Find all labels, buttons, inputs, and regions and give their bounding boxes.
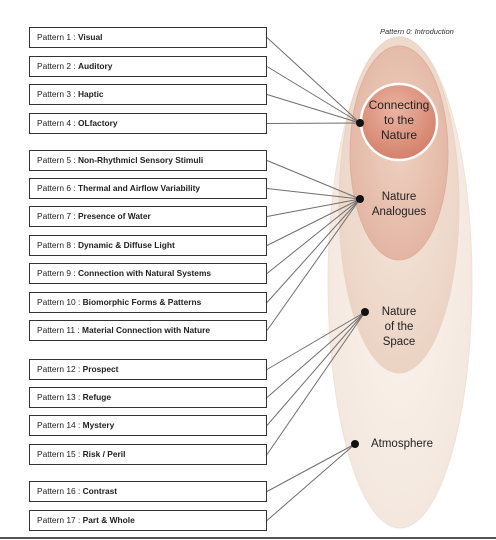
category-label-line: Connecting [368, 98, 430, 112]
pattern-box-2: Pattern 2 : Auditory [29, 56, 267, 77]
pattern-box-7: Pattern 7 : Presence of Water [29, 206, 267, 227]
connector-line-13 [266, 311, 366, 398]
pattern-name: Risk / Peril [82, 449, 126, 459]
pattern-box-11: Pattern 11 : Material Connection with Na… [29, 320, 267, 341]
pattern-name: Thermal and Airflow Variability [77, 183, 201, 193]
pattern-number: Pattern 11 : [37, 325, 83, 335]
node-connecting-to-nature [356, 119, 364, 127]
pattern-box-8: Pattern 8 : Dynamic & Diffuse Light [29, 235, 267, 256]
pattern-box-14: Pattern 14 : Mystery [29, 415, 267, 436]
pattern-box-16: Pattern 16 : Contrast [29, 481, 267, 502]
pattern-box-13: Pattern 13 : Refuge [29, 387, 267, 408]
connector-line-4 [266, 122, 361, 124]
pattern-number: Pattern 13 : [37, 392, 83, 402]
connector-line-15 [266, 311, 366, 455]
pattern-box-4: Pattern 4 : OLfactory [29, 113, 267, 134]
intro-note: Pattern 0: Introduction [380, 27, 454, 36]
pattern-name: Material Connection with Nature [82, 325, 210, 335]
connector-line-9 [266, 198, 361, 274]
pattern-number: Pattern 7 : [37, 211, 78, 221]
bottom-divider [0, 537, 496, 539]
category-label-line: of the [384, 321, 414, 333]
pattern-name: Connection with Natural Systems [77, 268, 212, 278]
category-label-line: Nature [381, 191, 417, 203]
pattern-box-3: Pattern 3 : Haptic [29, 84, 267, 105]
connector-line-5 [266, 160, 361, 200]
connector-line-7 [266, 198, 361, 217]
pattern-box-5: Pattern 5 : Non-Rhythmicl Sensory Stimul… [29, 150, 267, 171]
node-nature-of-space [361, 308, 369, 316]
pattern-box-9: Pattern 9 : Connection with Natural Syst… [29, 263, 267, 284]
pattern-name: Dynamic & Diffuse Light [77, 240, 175, 250]
pattern-name: Prospect [82, 364, 119, 374]
category-label-space: Nature of the Space [359, 305, 439, 350]
category-label-line: Nature [380, 128, 418, 142]
pattern-number: Pattern 14 : [37, 420, 83, 430]
category-label-analogues: Nature Analogues [359, 190, 439, 220]
pattern-name: OLfactory [77, 118, 118, 128]
pattern-name: Refuge [82, 392, 112, 402]
node-dots [351, 119, 369, 448]
category-label-line: Atmosphere [370, 438, 433, 450]
connector-line-1 [266, 37, 361, 124]
pattern-number: Pattern 12 : [37, 364, 83, 374]
pattern-box-15: Pattern 15 : Risk / Peril [29, 444, 267, 465]
pattern-name: Contrast [82, 486, 118, 496]
pattern-name: Visual [77, 32, 103, 42]
connector-line-6 [266, 188, 361, 200]
pattern-number: Pattern 4 : [37, 118, 78, 128]
pattern-box-6: Pattern 6 : Thermal and Airflow Variabil… [29, 178, 267, 199]
node-atmosphere [351, 440, 359, 448]
pattern-box-17: Pattern 17 : Part & Whole [29, 510, 267, 531]
pattern-name: Biomorphic Forms & Patterns [82, 297, 202, 307]
pattern-number: Pattern 17 : [37, 515, 83, 525]
pattern-number: Pattern 3 : [37, 89, 78, 99]
connector-lines [266, 37, 366, 521]
connector-line-10 [266, 198, 361, 303]
pattern-number: Pattern 2 : [37, 61, 78, 71]
pattern-name: Auditory [77, 61, 113, 71]
category-label-line: Nature [381, 306, 417, 318]
connector-line-2 [266, 66, 361, 124]
category-label-line: to the [383, 113, 415, 127]
pattern-box-12: Pattern 12 : Prospect [29, 359, 267, 380]
pattern-number: Pattern 9 : [37, 268, 78, 278]
connector-line-16 [266, 443, 356, 492]
connector-line-11 [266, 198, 361, 331]
category-label-connecting: Connecting to the Nature [359, 98, 439, 143]
pattern-number: Pattern 1 : [37, 32, 78, 42]
pattern-name: Mystery [82, 420, 115, 430]
pattern-name: Haptic [77, 89, 104, 99]
node-nature-analogues [356, 195, 364, 203]
pattern-name: Presence of Water [77, 211, 151, 221]
connector-line-12 [266, 311, 366, 370]
connector-line-3 [266, 94, 361, 124]
connector-line-8 [266, 198, 361, 246]
pattern-box-1: Pattern 1 : Visual [29, 27, 267, 48]
pattern-number: Pattern 10 : [37, 297, 83, 307]
category-label-atmosphere: Atmosphere [362, 437, 442, 452]
category-label-line: Analogues [371, 206, 427, 218]
category-label-line: Space [382, 336, 416, 348]
pattern-number: Pattern 8 : [37, 240, 78, 250]
pattern-number: Pattern 16 : [37, 486, 83, 496]
pattern-box-10: Pattern 10 : Biomorphic Forms & Patterns [29, 292, 267, 313]
connector-line-14 [266, 311, 366, 426]
pattern-number: Pattern 15 : [37, 449, 83, 459]
pattern-name: Non-Rhythmicl Sensory Stimuli [77, 155, 204, 165]
pattern-name: Part & Whole [82, 515, 135, 525]
pattern-number: Pattern 6 : [37, 183, 78, 193]
connector-line-17 [266, 443, 356, 521]
pattern-number: Pattern 5 : [37, 155, 78, 165]
